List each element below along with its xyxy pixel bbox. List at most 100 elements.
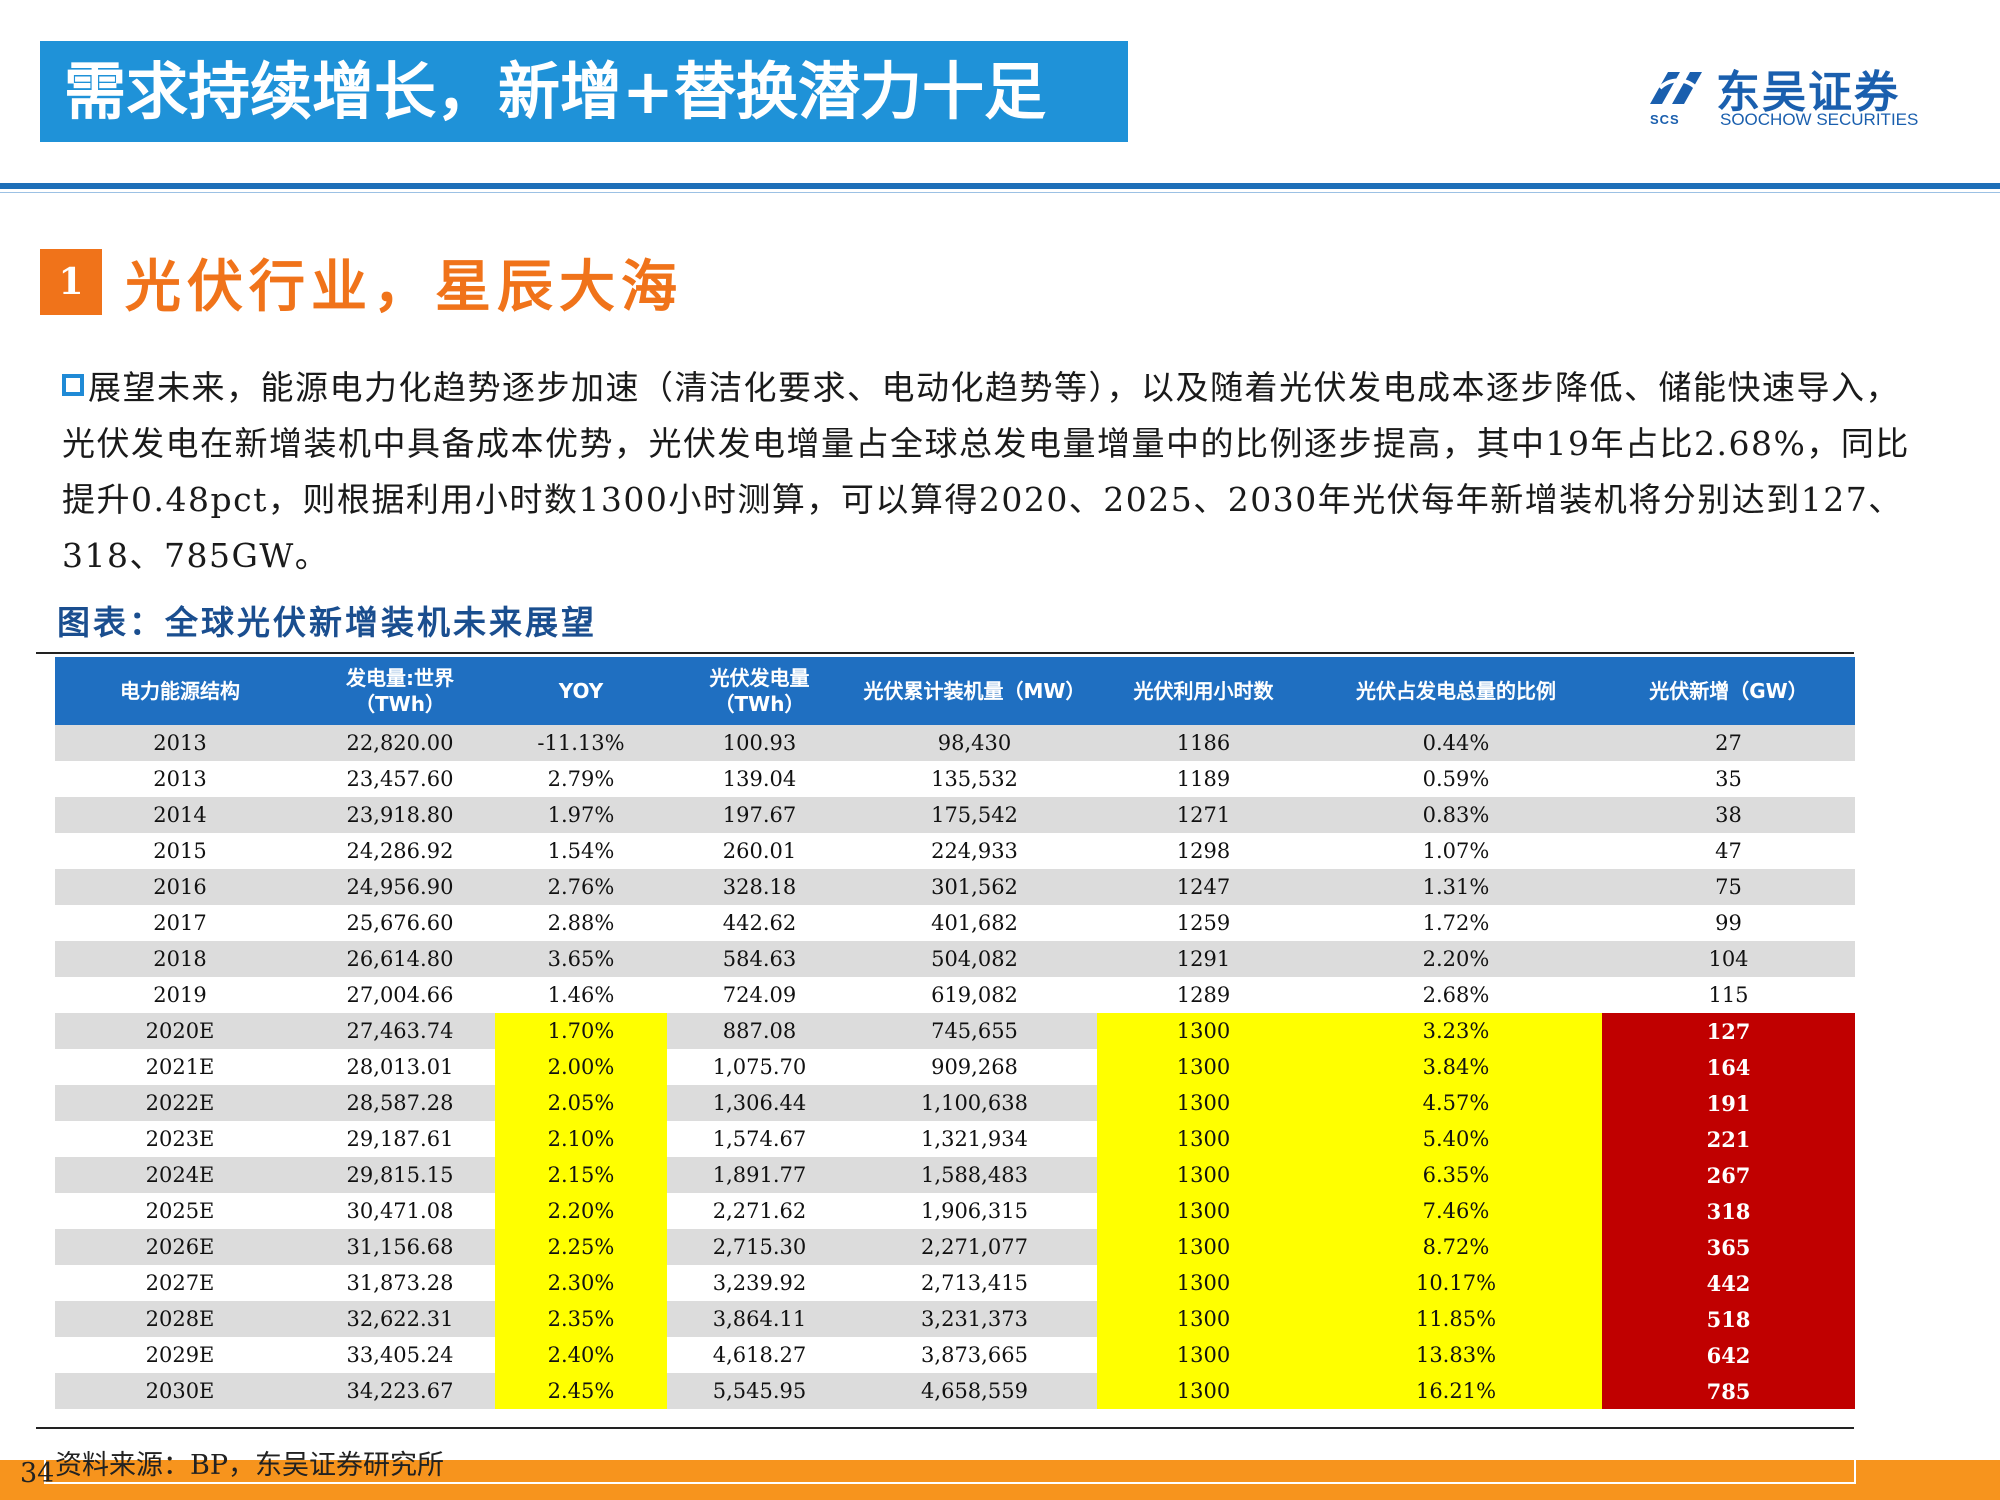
table-cell: 16.21%	[1310, 1373, 1602, 1409]
table-cell: 2027E	[55, 1265, 305, 1301]
table-cell: 3.84%	[1310, 1049, 1602, 1085]
table-cell: 3,864.11	[667, 1301, 852, 1337]
table-cell: 0.59%	[1310, 761, 1602, 797]
table-cell: 0.83%	[1310, 797, 1602, 833]
table-row: 2013 23,457.60 2.79% 139.04 135,532 1189 0.59%…	[55, 761, 1855, 797]
table-cell: 31,156.68	[305, 1229, 495, 1265]
table-cell: 0.44%	[1310, 725, 1602, 761]
table-cell: 1,891.77	[667, 1157, 852, 1193]
table-cell: 2013	[55, 761, 305, 797]
table-cell: 2030E	[55, 1373, 305, 1409]
table-cell: 3.23%	[1310, 1013, 1602, 1049]
table-cell: 2024E	[55, 1157, 305, 1193]
table-row: 2020E 27,463.74 1.70% 887.08 745,655 1300 3.23…	[55, 1013, 1855, 1049]
table-cell: 301,562	[852, 869, 1097, 905]
table-cell: 24,286.92	[305, 833, 495, 869]
table-cell: 1300	[1097, 1229, 1310, 1265]
table-cell: 33,405.24	[305, 1337, 495, 1373]
table-cell: 442	[1602, 1265, 1855, 1301]
table-cell: 13.83%	[1310, 1337, 1602, 1373]
table-row: 2024E 29,815.15 2.15% 1,891.77 1,588,483 1300…	[55, 1157, 1855, 1193]
table-cell: 2014	[55, 797, 305, 833]
table-cell: 224,933	[852, 833, 1097, 869]
paragraph-text: 展望未来，能源电力化趋势逐步加速（清洁化要求、电动化趋势等），以及随着光伏发电成…	[62, 368, 1910, 575]
table-cell: 2022E	[55, 1085, 305, 1121]
table-cell: 642	[1602, 1337, 1855, 1373]
table-cell: 32,622.31	[305, 1301, 495, 1337]
table-cell: 1.31%	[1310, 869, 1602, 905]
table-cell: 1,306.44	[667, 1085, 852, 1121]
table-cell: 2.79%	[495, 761, 667, 797]
table-cell: -11.13%	[495, 725, 667, 761]
table-row: 2017 25,676.60 2.88% 442.62 401,682 1259 1.72%…	[55, 905, 1855, 941]
table-cell: 1289	[1097, 977, 1310, 1013]
table-cell: 28,013.01	[305, 1049, 495, 1085]
table-cell: 1300	[1097, 1301, 1310, 1337]
table-cell: 10.17%	[1310, 1265, 1602, 1301]
table-row: 2019 27,004.66 1.46% 724.09 619,082 1289 2.68%…	[55, 977, 1855, 1013]
table-row: 2030E 34,223.67 2.45% 5,545.95 4,658,559 1300…	[55, 1373, 1855, 1409]
table-row: 2026E 31,156.68 2.25% 2,715.30 2,271,077 1300…	[55, 1229, 1855, 1265]
table-cell: 2.68%	[1310, 977, 1602, 1013]
table-cell: 31,873.28	[305, 1265, 495, 1301]
table-cell: 365	[1602, 1229, 1855, 1265]
table-cell: 2021E	[55, 1049, 305, 1085]
table-cell: 4,618.27	[667, 1337, 852, 1373]
table-cell: 7.46%	[1310, 1193, 1602, 1229]
table-top-rule	[36, 652, 1854, 654]
table-cell: 175,542	[852, 797, 1097, 833]
logo-chinese-name: 东吴证券	[1716, 67, 1900, 118]
footer-bar	[0, 1460, 2000, 1500]
table-cell: 2.20%	[495, 1193, 667, 1229]
table-cell: 1.07%	[1310, 833, 1602, 869]
table-cell: 1300	[1097, 1373, 1310, 1409]
table-cell: 2025E	[55, 1193, 305, 1229]
table-body: 2013 22,820.00 -11.13% 100.93 98,430 1186 0.44…	[55, 725, 1855, 1409]
table-cell: 1189	[1097, 761, 1310, 797]
table-cell: 28,587.28	[305, 1085, 495, 1121]
table-cell: 25,676.60	[305, 905, 495, 941]
table-cell: 4.57%	[1310, 1085, 1602, 1121]
table-cell: 1,100,638	[852, 1085, 1097, 1121]
table-cell: 29,815.15	[305, 1157, 495, 1193]
table-cell: 2023E	[55, 1121, 305, 1157]
table-cell: 2.35%	[495, 1301, 667, 1337]
column-header: 电力能源结构	[55, 657, 305, 725]
table-cell: 1186	[1097, 725, 1310, 761]
table-cell: 1247	[1097, 869, 1310, 905]
table-cell: 1259	[1097, 905, 1310, 941]
table-cell: 3,231,373	[852, 1301, 1097, 1337]
table-cell: 191	[1602, 1085, 1855, 1121]
table-cell: 34,223.67	[305, 1373, 495, 1409]
column-header: 发电量:世界 （TWh）	[305, 657, 495, 725]
table-cell: 104	[1602, 941, 1855, 977]
table-row: 2013 22,820.00 -11.13% 100.93 98,430 1186 0.44…	[55, 725, 1855, 761]
table-cell: 11.85%	[1310, 1301, 1602, 1337]
table-row: 2028E 32,622.31 2.35% 3,864.11 3,231,373 1300…	[55, 1301, 1855, 1337]
table-cell: 1300	[1097, 1157, 1310, 1193]
table-cell: 1,906,315	[852, 1193, 1097, 1229]
table-cell: 2029E	[55, 1337, 305, 1373]
table-cell: 5,545.95	[667, 1373, 852, 1409]
table-cell: 2,715.30	[667, 1229, 852, 1265]
table-cell: 2018	[55, 941, 305, 977]
table-cell: 1300	[1097, 1193, 1310, 1229]
table-cell: 442.62	[667, 905, 852, 941]
table-cell: 1300	[1097, 1337, 1310, 1373]
table-cell: 135,532	[852, 761, 1097, 797]
table-cell: 887.08	[667, 1013, 852, 1049]
logo-mark-icon	[1650, 72, 1702, 104]
source-note: 资料来源：BP，东吴证券研究所	[55, 1450, 445, 1481]
column-header: 光伏累计装机量（MW）	[852, 657, 1097, 725]
table-cell: 318	[1602, 1193, 1855, 1229]
body-paragraph: 展望未来，能源电力化趋势逐步加速（清洁化要求、电动化趋势等），以及随着光伏发电成…	[62, 360, 1932, 584]
bullet-square-icon	[62, 374, 84, 396]
table-cell: 260.01	[667, 833, 852, 869]
column-header: 光伏利用小时数	[1097, 657, 1310, 725]
table-cell: 2016	[55, 869, 305, 905]
table-cell: 909,268	[852, 1049, 1097, 1085]
header-divider-thin	[0, 192, 2000, 193]
table-cell: 3.65%	[495, 941, 667, 977]
table-cell: 164	[1602, 1049, 1855, 1085]
table-cell: 2.40%	[495, 1337, 667, 1373]
